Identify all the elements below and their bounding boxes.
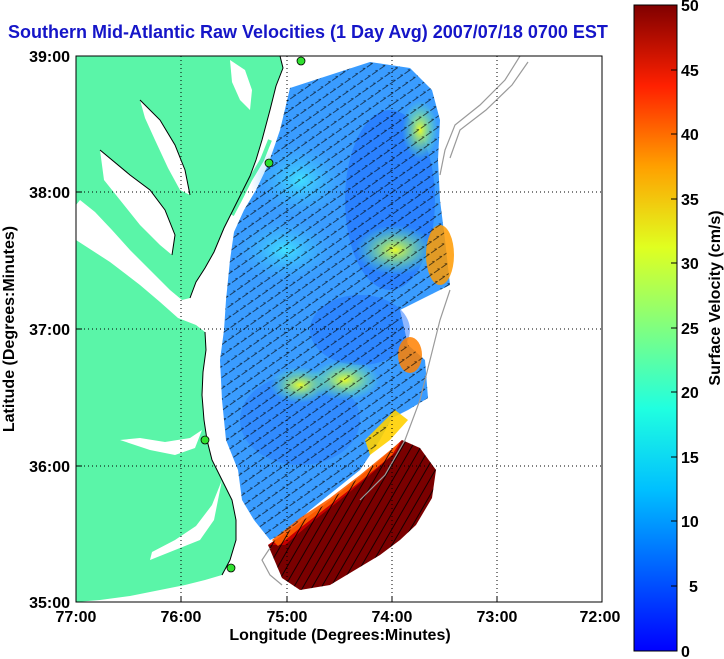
velocity-field (220, 62, 454, 590)
axis-tick-marks (76, 191, 498, 602)
y-tick-label: 36:00 (29, 459, 70, 476)
colorbar-ticks (671, 4, 677, 587)
x-tick-label: 77:00 (56, 609, 97, 626)
x-tick-label: 73:00 (477, 609, 518, 626)
y-tick-labels: 39:00 38:00 37:00 36:00 35:00 (29, 49, 70, 612)
colorbar-tick-label: 10 (681, 514, 699, 531)
station-marker (226, 563, 236, 573)
y-tick-label: 38:00 (29, 185, 70, 202)
x-tick-label: 72:00 (580, 609, 621, 626)
x-axis-label: Longitude (Degrees:Minutes) (229, 627, 450, 644)
colorbar-tick-label: 20 (681, 385, 699, 402)
station-marker (296, 56, 306, 66)
colorbar-tick-label: 40 (681, 127, 699, 144)
y-tick-label: 37:00 (29, 322, 70, 339)
y-axis-label: Latitude (Degrees:Minutes) (1, 226, 18, 432)
x-tick-label: 76:00 (161, 609, 202, 626)
colorbar-tick-label: 50 (681, 0, 699, 15)
radar-stations (200, 56, 306, 573)
colorbar-tick-label: 5 (689, 579, 698, 596)
colorbar-gradient (633, 4, 678, 652)
station-marker (200, 435, 210, 445)
colorbar-tick-label: 0 (681, 644, 690, 659)
x-tick-label: 75:00 (267, 609, 308, 626)
colorbar-label: Surface Velocity (cm/s) (707, 210, 724, 385)
y-tick-label: 39:00 (29, 49, 70, 66)
colorbar-tick-label: 15 (681, 450, 699, 467)
colorbar-tick-label: 35 (681, 192, 699, 209)
x-tick-label: 74:00 (372, 609, 413, 626)
coastline (99, 56, 284, 576)
colorbar: 50 45 40 35 30 25 20 15 10 5 0 Surface V… (633, 0, 724, 659)
bathymetry-contours (261, 56, 529, 586)
colorbar-tick-label: 30 (681, 256, 699, 273)
colorbar-tick-label: 25 (681, 321, 699, 338)
grid (76, 56, 602, 602)
x-tick-labels: 77:00 76:00 75:00 74:00 73:00 72:00 (56, 609, 621, 626)
map-title: Southern Mid-Atlantic Raw Velocities (1 … (8, 22, 608, 42)
colorbar-tick-label: 45 (681, 63, 699, 80)
station-marker (264, 158, 274, 168)
y-tick-label: 35:00 (29, 595, 70, 612)
